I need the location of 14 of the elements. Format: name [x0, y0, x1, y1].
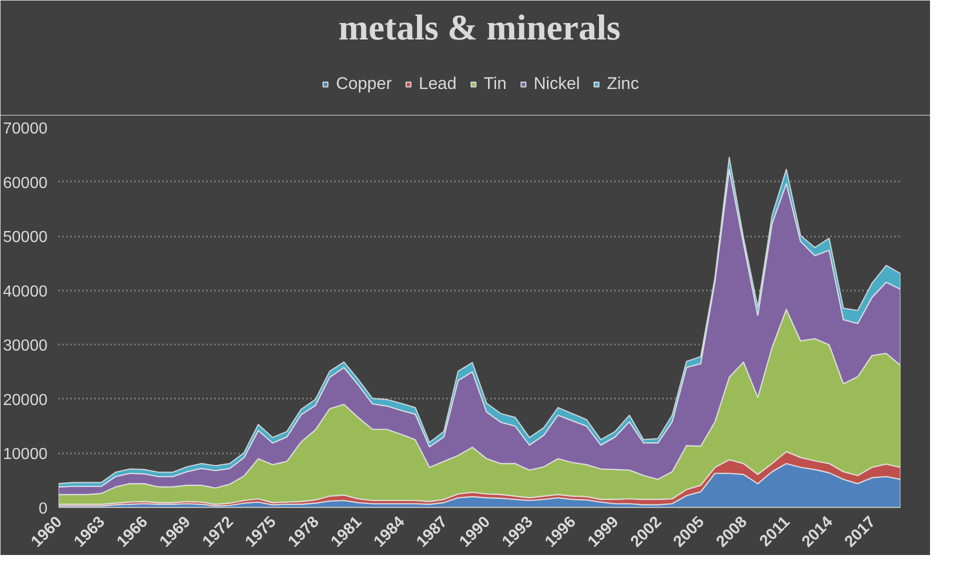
y-tick-label: 70000 — [3, 120, 48, 138]
y-tick-label: 0 — [38, 500, 48, 518]
y-tick-label: 20000 — [3, 392, 48, 409]
y-tick-label: 40000 — [3, 283, 48, 300]
legend-label: Tin — [484, 74, 507, 94]
legend-label: Copper — [336, 74, 392, 94]
chart-title: metals & minerals — [338, 8, 620, 48]
y-tick-label: 10000 — [3, 446, 48, 464]
legend-label: Zinc — [606, 74, 640, 94]
legend-label: Nickel — [534, 74, 580, 94]
legend-label: Lead — [418, 74, 457, 94]
y-tick-label: 60000 — [3, 174, 48, 192]
y-tick-label: 30000 — [3, 338, 48, 355]
y-tick-label: 50000 — [3, 229, 48, 246]
